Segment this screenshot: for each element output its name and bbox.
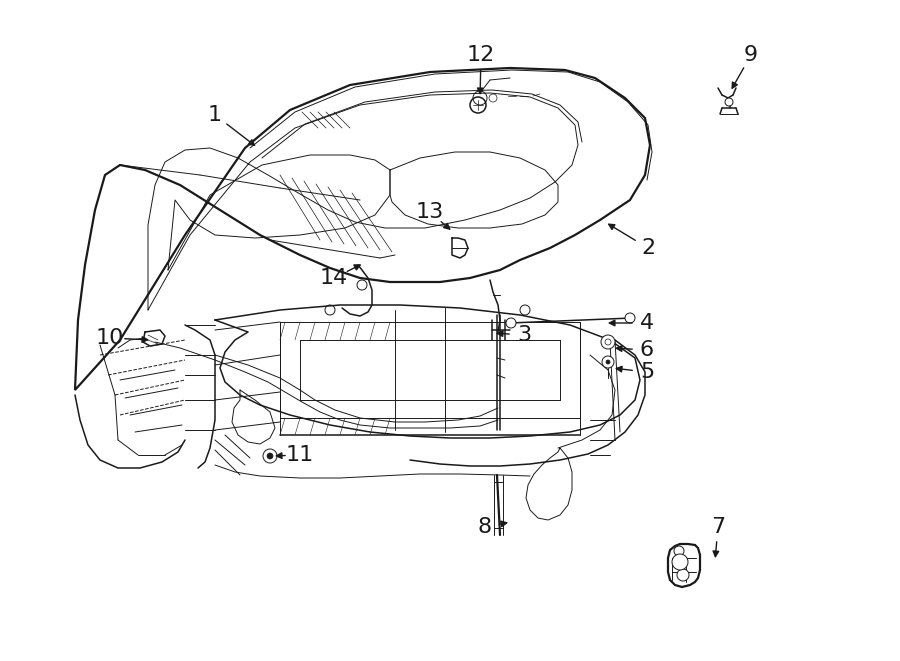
Text: 4: 4 — [640, 313, 654, 333]
Circle shape — [602, 356, 614, 368]
Text: 2: 2 — [641, 238, 655, 258]
Circle shape — [601, 335, 615, 349]
Text: 12: 12 — [467, 45, 495, 65]
Circle shape — [677, 569, 689, 581]
Circle shape — [263, 449, 277, 463]
Text: 1: 1 — [208, 105, 222, 125]
Circle shape — [606, 360, 610, 364]
Text: 6: 6 — [640, 340, 654, 360]
Circle shape — [674, 546, 684, 556]
Circle shape — [605, 339, 611, 345]
Circle shape — [506, 318, 516, 328]
Text: 9: 9 — [744, 45, 758, 65]
Polygon shape — [75, 68, 650, 390]
Circle shape — [725, 98, 733, 106]
Text: 13: 13 — [416, 202, 444, 222]
Text: 14: 14 — [320, 268, 348, 288]
Circle shape — [672, 554, 688, 570]
Text: 3: 3 — [517, 325, 531, 345]
Text: 10: 10 — [95, 328, 124, 348]
Text: 5: 5 — [640, 362, 654, 382]
Circle shape — [267, 453, 273, 459]
Circle shape — [625, 313, 635, 323]
Text: 11: 11 — [286, 445, 314, 465]
Text: 7: 7 — [711, 517, 725, 537]
Text: 8: 8 — [478, 517, 492, 537]
